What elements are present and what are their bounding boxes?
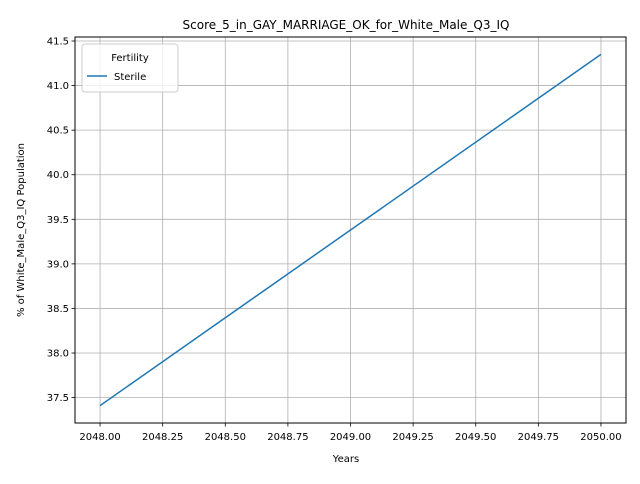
- legend: Fertility Sterile: [81, 43, 179, 93]
- y-tick-label: 40.5: [47, 126, 69, 137]
- x-tick-label: 2049.00: [330, 432, 371, 443]
- grid-lines: [75, 37, 626, 423]
- y-axis-label: % of White_Male_Q3_IQ Population: [16, 143, 27, 317]
- y-tick-label: 39.0: [47, 259, 69, 270]
- legend-label: Sterile: [114, 72, 146, 83]
- x-tick-label: 2048.25: [142, 432, 183, 443]
- x-tick-label: 2049.50: [455, 432, 496, 443]
- y-tick-label: 39.5: [47, 215, 69, 226]
- x-tick-label: 2048.00: [79, 432, 120, 443]
- y-tick-label: 40.0: [47, 170, 69, 181]
- y-tick-label: 38.5: [47, 304, 69, 315]
- x-tick-label: 2048.50: [205, 432, 246, 443]
- y-tick-label: 41.5: [47, 37, 69, 48]
- y-tick-label: 37.5: [47, 393, 69, 404]
- y-axis-ticks: 37.5 38.0 38.5 39.0 39.5 40.0 40.5 41.0 41.5: [47, 37, 75, 404]
- x-tick-label: 2049.25: [392, 432, 433, 443]
- chart-title: Score_5_in_GAY_MARRIAGE_OK_for_White_Mal…: [183, 18, 510, 32]
- x-axis-ticks: 2048.00 2048.25 2048.50 2048.75 2049.00 2049.…: [79, 423, 622, 443]
- series-lines: [99, 53, 602, 407]
- legend-title: Fertility: [111, 53, 149, 64]
- x-tick-label: 2050.00: [580, 432, 621, 443]
- series-line-sterile: [99, 53, 602, 407]
- y-tick-label: 41.0: [47, 81, 69, 92]
- legend-box: [81, 43, 179, 93]
- x-tick-label: 2048.75: [267, 432, 308, 443]
- x-tick-label: 2049.75: [518, 432, 559, 443]
- x-axis-label: Years: [332, 454, 359, 465]
- y-tick-label: 38.0: [47, 349, 69, 360]
